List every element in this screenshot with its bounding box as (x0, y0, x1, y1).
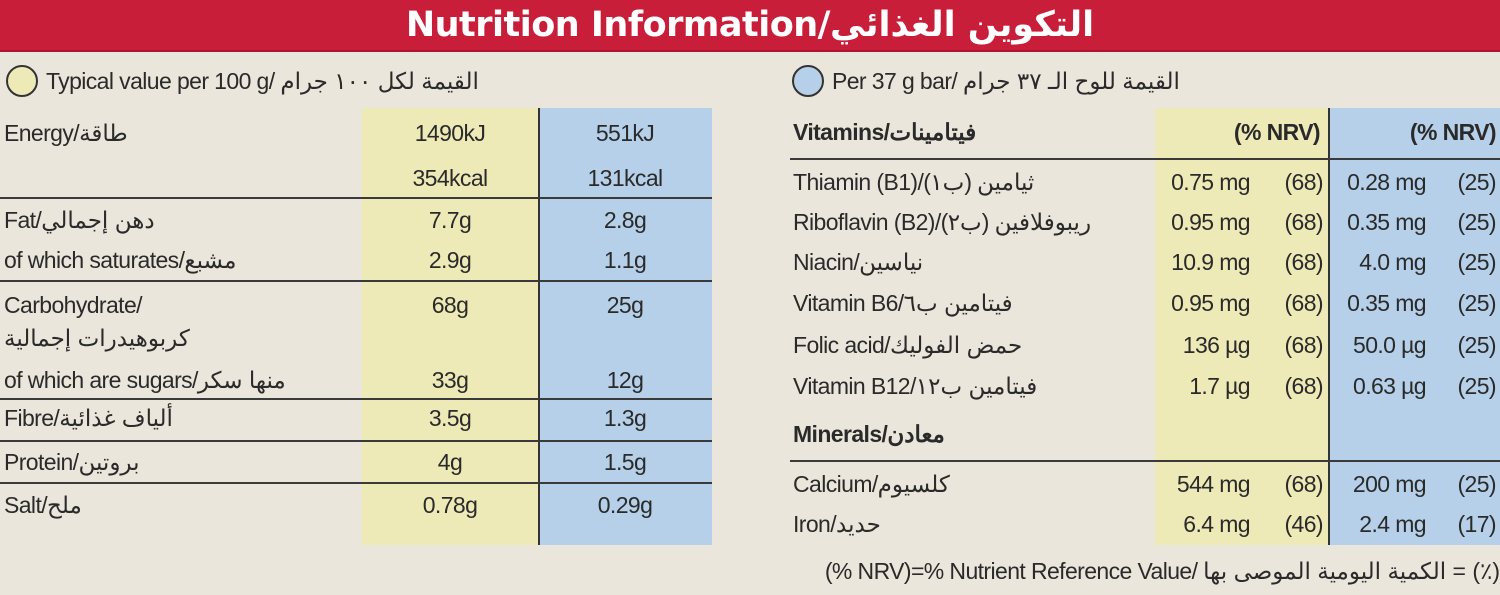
minerals-heading: Minerals/معادن (793, 421, 945, 447)
value-per-bar: 12g (606, 367, 644, 393)
value-per-bar: 0.63 µg (1353, 373, 1427, 399)
row-divider (790, 460, 1500, 462)
value-per-100g: 1490kJ (414, 120, 486, 146)
nutrient-label: Riboflavin (B2)/(ب٢) ريبوفلافين (793, 209, 1092, 235)
value-per-bar: 0.29g (597, 492, 653, 518)
value-per-bar: 551kJ (595, 120, 655, 146)
nutrient-label: Fibre/ألياف غذائية (4, 405, 174, 431)
row-divider (0, 197, 712, 199)
value-per-bar: 1.3g (603, 405, 647, 431)
legend-label: Per 37 g bar/ القيمة للوح الـ ٣٧ جرام (832, 67, 1180, 94)
row-divider (790, 158, 1500, 160)
left-perbar-column (538, 108, 712, 545)
nrv-per-100g: (68) (1284, 209, 1323, 235)
value-per-100g: 354kcal (412, 165, 488, 191)
value-per-100g: 7.7g (428, 207, 472, 233)
nrv-per-bar: (25) (1457, 209, 1496, 235)
nutrient-label: Vitamin B6/فيتامين ب٦ (793, 290, 1013, 316)
value-per-bar: 1.5g (603, 449, 647, 475)
value-per-100g: 1.7 µg (1189, 373, 1250, 399)
nrv-per-100g: (68) (1284, 373, 1323, 399)
nrv-per-100g: (68) (1284, 249, 1323, 275)
nrv-per-100g: (68) (1284, 332, 1323, 358)
value-per-100g: 0.75 mg (1171, 169, 1251, 195)
value-per-100g: 2.9g (428, 247, 472, 273)
yellow-circle-icon (6, 65, 38, 97)
legend-per-100g: Typical value per 100 g/ القيمة لكل ١٠٠ … (6, 65, 479, 97)
nrv-header-per-bar: (% NRV) (1409, 119, 1497, 145)
value-per-100g: 68g (431, 292, 469, 318)
value-per-bar: 25g (606, 292, 644, 318)
value-per-100g: 10.9 mg (1171, 249, 1251, 275)
nrv-per-100g: (68) (1284, 169, 1323, 195)
blue-circle-icon (792, 65, 824, 97)
nutrient-label: Salt/ملح (4, 492, 82, 518)
value-per-bar: 4.0 mg (1359, 249, 1426, 275)
row-divider (0, 398, 712, 400)
nrv-per-100g: (46) (1284, 511, 1323, 537)
nutrient-label: of which saturates/مشبع (4, 247, 237, 273)
value-per-bar: 50.0 µg (1353, 332, 1427, 358)
nutrient-label: Energy/طاقة (4, 120, 128, 146)
value-per-bar: 2.4 mg (1359, 511, 1426, 537)
legend-per-bar: Per 37 g bar/ القيمة للوح الـ ٣٧ جرام (792, 65, 1180, 97)
value-per-bar: 131kcal (587, 165, 663, 191)
nutrient-label: of which are sugars/منها سكر (4, 367, 286, 393)
value-per-bar: 0.28 mg (1347, 169, 1427, 195)
value-per-bar: 200 mg (1352, 471, 1427, 497)
nutrient-label: Iron/حديد (793, 511, 881, 537)
nutrient-label: Vitamin B12/فيتامين ب١٢ (793, 373, 1038, 399)
row-divider (0, 440, 712, 442)
value-per-bar: 0.35 mg (1347, 290, 1427, 316)
nrv-per-100g: (68) (1284, 290, 1323, 316)
nrv-per-bar: (25) (1457, 373, 1496, 399)
value-per-100g: 6.4 mg (1183, 511, 1250, 537)
value-per-100g: 0.95 mg (1171, 290, 1251, 316)
right-perbar-column (1328, 108, 1500, 545)
value-per-bar: 1.1g (603, 247, 647, 273)
nrv-per-bar: (25) (1457, 332, 1496, 358)
legend-label: Typical value per 100 g/ القيمة لكل ١٠٠ … (46, 67, 479, 94)
nutrient-label: Fat/دهن إجمالي (4, 207, 155, 233)
value-per-100g: 136 µg (1182, 332, 1251, 358)
nutrient-label: Calcium/كلسيوم (793, 471, 950, 497)
nrv-footnote: (% NRV)=% Nutrient Reference Value/ الكم… (824, 558, 1500, 584)
nrv-per-bar: (17) (1457, 511, 1496, 537)
value-per-100g: 33g (431, 367, 469, 393)
right-per100g-column (1155, 108, 1328, 545)
value-per-bar: 0.35 mg (1347, 209, 1427, 235)
value-per-100g: 0.95 mg (1171, 209, 1251, 235)
nrv-header-per-100g: (% NRV) (1233, 119, 1321, 145)
nrv-per-bar: (25) (1457, 471, 1496, 497)
vitamins-heading: Vitamins/فيتامينات (793, 119, 977, 145)
value-per-100g: 0.78g (422, 492, 478, 518)
title-banner: Nutrition Information/التكوين الغذائي (0, 0, 1500, 52)
row-divider (0, 482, 712, 484)
nutrient-label: Thiamin (B1)/(ب١) ثيامين (793, 169, 1035, 195)
nrv-per-bar: (25) (1457, 169, 1496, 195)
nutrient-label: كربوهيدرات إجمالية (4, 325, 190, 351)
nutrient-label: Protein/بروتين (4, 449, 140, 475)
row-divider (0, 280, 712, 282)
value-per-bar: 2.8g (603, 207, 647, 233)
value-per-100g: 3.5g (428, 405, 472, 431)
left-per100g-column (362, 108, 538, 545)
nrv-per-100g: (68) (1284, 471, 1323, 497)
nutrient-label: Niacin/نياسين (793, 249, 924, 275)
nutrient-label: Folic acid/حمض الفوليك (793, 332, 1023, 358)
page-title: Nutrition Information/التكوين الغذائي (405, 5, 1095, 45)
value-per-100g: 4g (437, 449, 463, 475)
nrv-per-bar: (25) (1457, 290, 1496, 316)
nutrient-label: Carbohydrate/ (4, 292, 143, 318)
nrv-per-bar: (25) (1457, 249, 1496, 275)
value-per-100g: 544 mg (1176, 471, 1251, 497)
